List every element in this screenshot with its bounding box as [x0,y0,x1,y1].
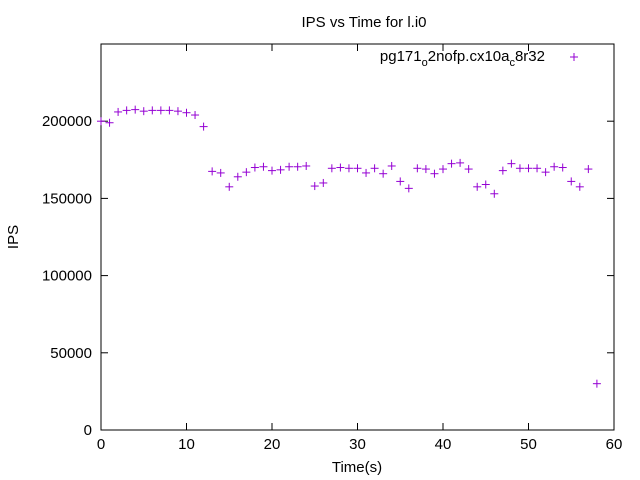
data-point [191,111,200,120]
y-tick-label: 0 [84,422,92,439]
data-point [550,162,559,171]
x-axis: 0 10 20 30 40 50 60 [97,44,623,453]
data-point [139,107,148,116]
data-point [310,182,319,191]
x-tick-label: 40 [435,436,452,453]
legend-marker [570,53,578,61]
data-point [148,106,157,115]
data-point [97,117,105,126]
data-point [302,161,311,170]
data-point [242,168,251,177]
data-point [421,165,430,174]
data-point [584,165,593,174]
x-tick-label: 30 [349,436,366,453]
data-point [387,161,396,170]
data-point [413,164,422,173]
legend-label: pg171o2nofp.cx10ac8r32 [380,48,545,69]
data-point [225,182,234,191]
data-point [276,165,285,174]
data-point [285,162,294,171]
data-point [173,107,182,116]
data-point [370,164,379,173]
data-point [182,108,191,117]
data-point [336,163,345,172]
data-points [97,105,601,388]
data-point [293,162,302,171]
data-point [490,189,499,198]
x-tick-label: 10 [178,436,195,453]
data-point [524,164,533,173]
y-tick-label: 200000 [42,113,92,130]
y-axis-label: IPS [5,225,22,249]
chart-title: IPS vs Time for l.i0 [301,14,426,31]
data-point [327,164,336,173]
data-point [567,177,576,186]
data-point [165,106,174,115]
y-tick-label: 100000 [42,268,92,285]
data-point [259,162,268,171]
data-point [208,167,217,176]
data-point [439,165,447,174]
data-point [473,182,482,191]
data-point [447,159,456,168]
legend: pg171o2nofp.cx10ac8r32 [380,48,578,69]
data-point [319,178,328,187]
data-point [430,169,439,178]
data-point [498,166,507,175]
x-axis-label: Time(s) [332,459,382,476]
data-point [122,106,131,115]
data-point [464,165,473,174]
data-point [268,166,276,175]
data-point [396,177,405,186]
data-point [233,172,242,181]
data-point [456,158,465,167]
y-axis: 0 50000 100000 150000 200000 [42,113,614,439]
data-point [131,105,140,114]
legend-marker-plus [570,53,578,61]
data-point [592,379,601,388]
data-point [353,164,362,173]
data-point [481,180,490,189]
data-point [379,169,388,178]
data-point [575,182,584,191]
y-tick-label: 150000 [42,190,92,207]
x-tick-label: 0 [97,436,105,453]
x-tick-label: 60 [606,436,623,453]
data-point [507,159,516,168]
x-tick-label: 20 [264,436,281,453]
data-point [558,163,567,172]
x-tick-label: 50 [520,436,537,453]
data-point [515,164,524,173]
data-point [344,164,353,173]
data-point [114,107,123,116]
data-point [199,122,208,131]
data-point [541,168,550,177]
y-tick-label: 50000 [50,345,92,362]
data-point [216,168,225,177]
data-point [105,118,114,127]
data-point [250,163,259,172]
data-point [362,168,371,177]
data-point [156,106,165,115]
data-point [404,184,413,193]
plot-frame [100,43,615,431]
data-point [533,164,542,173]
